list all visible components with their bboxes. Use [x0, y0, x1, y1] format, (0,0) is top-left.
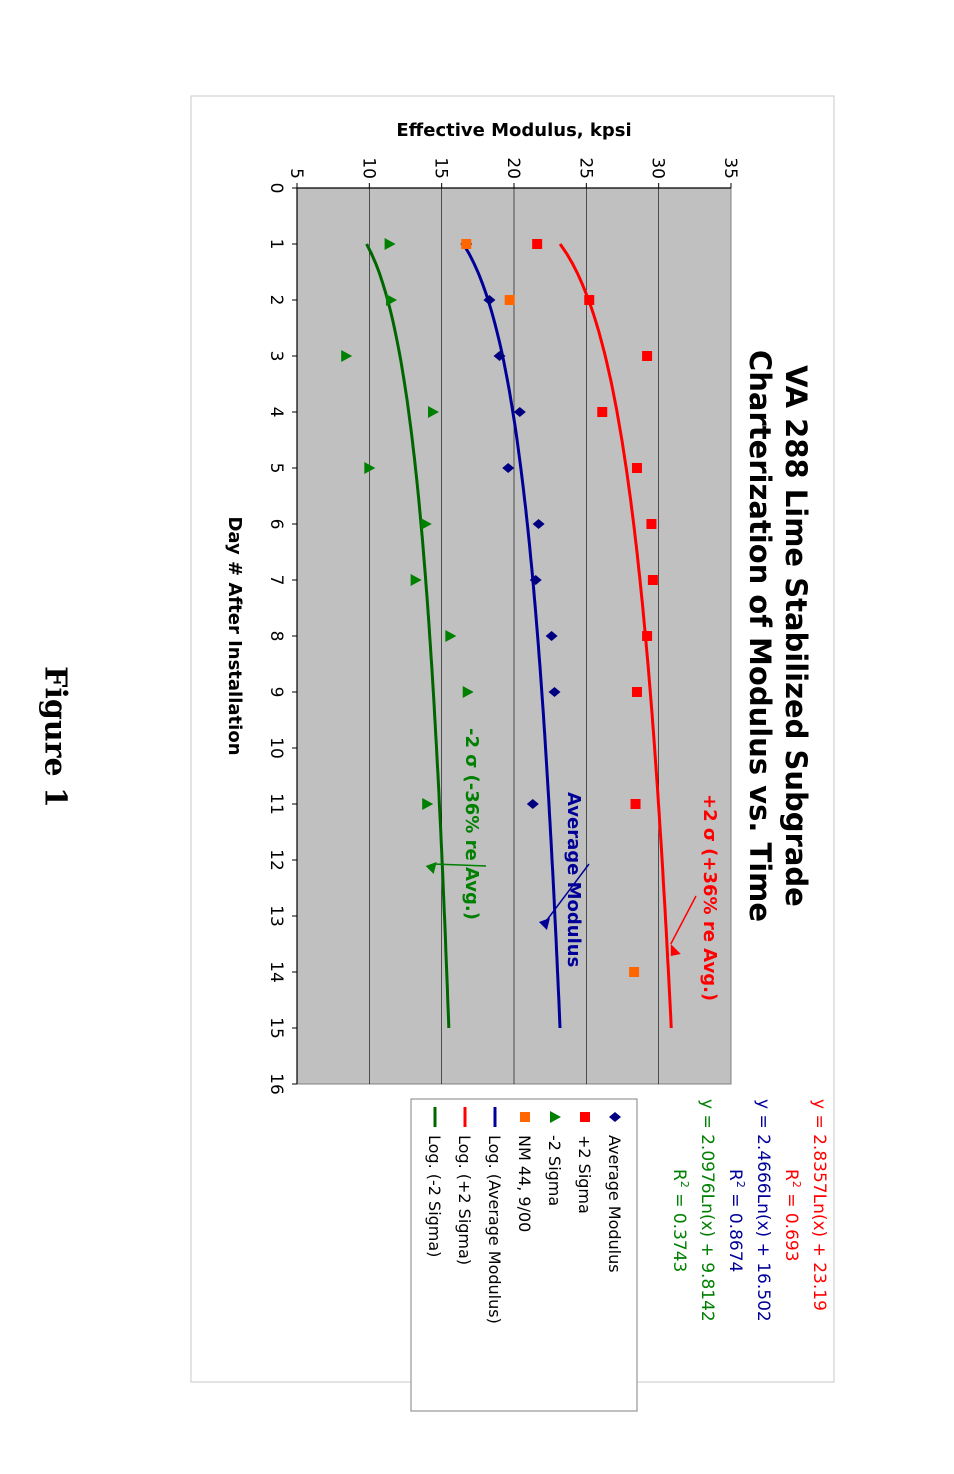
legend-swatch-minus2sigma — [550, 1111, 561, 1123]
x-tick-label: 0 — [266, 183, 286, 194]
average-point — [529, 575, 542, 585]
legend-label-minus2sigma: -2 Sigma — [545, 1135, 564, 1206]
x-tick-label: 7 — [266, 575, 286, 586]
x-tick-label: 13 — [266, 905, 286, 927]
legend-label-log-minus2sigma: Log. (-2 Sigma) — [425, 1135, 444, 1257]
minus2sigma-point — [462, 686, 474, 698]
average-point — [483, 295, 496, 305]
y-axis-title: Effective Modulus, kpsi — [396, 120, 631, 141]
minus2sigma-point — [410, 574, 422, 586]
minus2sigma-point — [422, 798, 434, 810]
y-tick-label: 35 — [720, 157, 740, 179]
equation-minus2sigma: y = 2.0976Ln(x) + 9.8142 — [697, 1099, 717, 1322]
trendline-minus2sigma — [365, 243, 451, 1029]
equation-plus2sigma: y = 2.8357Ln(x) + 23.19 — [809, 1099, 829, 1311]
chart-title-line-2: Charterization of Modulus vs. Time — [743, 350, 777, 922]
x-tick-label: 14 — [266, 961, 286, 983]
r-squared-average: R2 = 0.8674 — [725, 1169, 747, 1272]
y-tick-label: 10 — [358, 157, 378, 179]
x-tick-label: 12 — [266, 849, 286, 871]
legend-label-log-plus2sigma: Log. (+2 Sigma) — [455, 1135, 474, 1265]
x-axis-title: Day # After Installation — [224, 516, 245, 755]
legend-swatch-plus2sigma — [580, 1112, 590, 1122]
x-tick-label: 9 — [266, 687, 286, 698]
x-tick-label: 15 — [266, 1017, 286, 1039]
annotation-arrowhead-minus2sigma — [425, 862, 437, 874]
legend-swatch-nm44 — [520, 1112, 530, 1122]
annotation-arrow-minus2sigma — [433, 863, 487, 867]
chart-title-line-1: VA 288 Lime Stabilized Subgrade — [779, 365, 813, 907]
average-point — [545, 631, 558, 641]
x-tick-label: 4 — [266, 407, 286, 418]
annotation-average: Average Modulus — [563, 792, 584, 967]
minus2sigma-point — [445, 630, 457, 642]
plus2sigma-point — [631, 463, 642, 473]
y-tick-label: 30 — [648, 157, 668, 179]
x-tick-label: 1 — [266, 239, 286, 250]
y-tick-label: 20 — [503, 157, 523, 179]
nm44-point — [504, 295, 515, 305]
annotation-arrow-plus2sigma — [670, 895, 697, 945]
y-tick-label: 5 — [286, 168, 306, 179]
nm44-point — [461, 239, 472, 249]
trendline-average — [462, 243, 562, 1029]
x-tick-label: 8 — [266, 631, 286, 642]
plus2sigma-point — [630, 799, 641, 809]
minus2sigma-point — [341, 350, 353, 362]
plus2sigma-point — [642, 351, 653, 361]
plus2sigma-point — [647, 575, 658, 585]
legend-box — [410, 1098, 638, 1412]
plus2sigma-point — [646, 519, 657, 529]
average-point — [493, 351, 506, 361]
minus2sigma-point — [364, 462, 376, 474]
plus2sigma-point — [597, 407, 608, 417]
x-tick-label: 3 — [266, 351, 286, 362]
legend-swatch-average — [609, 1112, 621, 1122]
legend-label-average: Average Modulus — [605, 1135, 624, 1273]
annotation-arrowhead-plus2sigma — [670, 944, 681, 956]
r-squared-minus2sigma: R2 = 0.3743 — [669, 1169, 691, 1272]
nm44-point — [629, 967, 640, 977]
average-point — [548, 687, 561, 697]
plus2sigma-point — [642, 631, 653, 641]
x-tick-label: 16 — [266, 1073, 286, 1095]
annotation-plus2sigma: +2 σ (+36% re Avg.) — [699, 794, 720, 1001]
x-tick-label: 10 — [266, 737, 286, 759]
minus2sigma-point — [427, 406, 439, 418]
plus2sigma-point — [584, 295, 595, 305]
y-tick-label: 25 — [575, 157, 595, 179]
average-point — [502, 463, 515, 473]
minus2sigma-point — [384, 238, 396, 250]
x-tick-label: 2 — [266, 295, 286, 306]
annotation-arrow-average — [546, 863, 590, 921]
legend-label-plus2sigma: +2 Sigma — [575, 1135, 594, 1214]
x-tick-label: 5 — [266, 463, 286, 474]
x-tick-label: 11 — [266, 793, 286, 815]
minus2sigma-point — [386, 294, 398, 306]
r-squared-plus2sigma: R2 = 0.693 — [781, 1169, 803, 1262]
equation-average: y = 2.4666Ln(x) + 16.502 — [753, 1099, 773, 1322]
x-tick-label: 6 — [266, 519, 286, 530]
annotation-minus2sigma: -2 σ (-36% re Avg.) — [461, 728, 482, 920]
plus2sigma-point — [532, 239, 543, 249]
legend-label-nm44: NM 44, 9/00 — [515, 1135, 534, 1232]
legend-label-log-average: Log. (Average Modulus) — [485, 1135, 504, 1324]
average-point — [532, 519, 545, 529]
minus2sigma-point — [420, 518, 432, 530]
annotation-arrowhead-average — [538, 918, 550, 930]
plus2sigma-point — [631, 687, 642, 697]
y-tick-label: 15 — [431, 157, 451, 179]
